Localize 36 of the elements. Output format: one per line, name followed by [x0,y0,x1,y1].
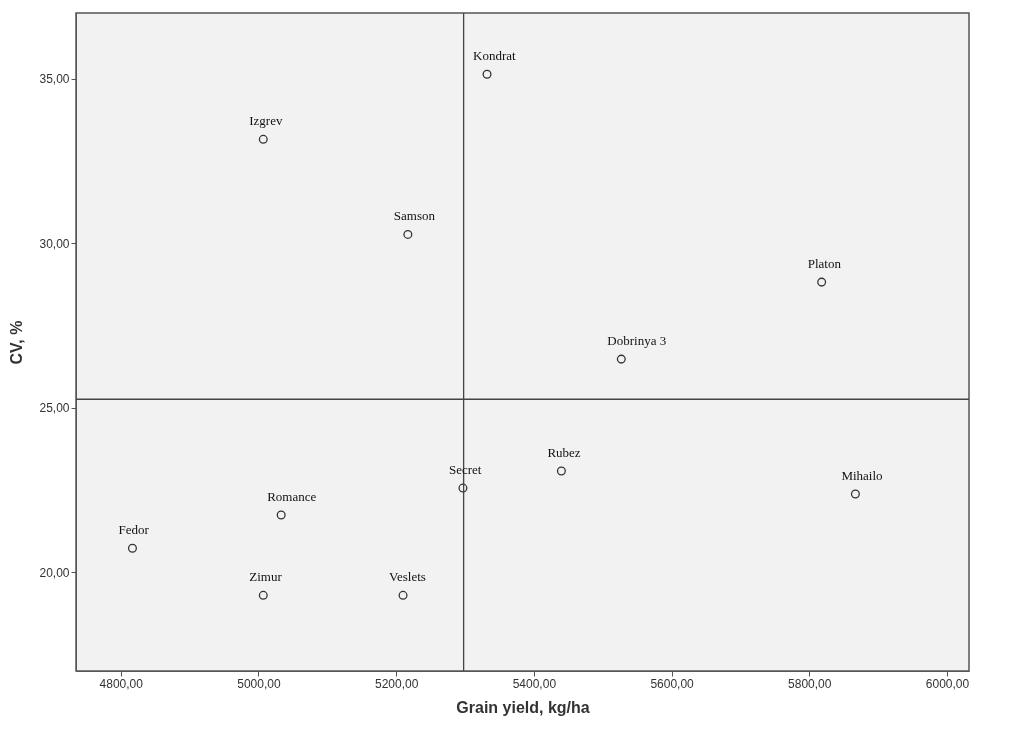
point [258,590,268,600]
point [817,277,827,287]
x-tick-label: 5800,00 [788,676,832,691]
x-tick-label: 5400,00 [512,676,557,691]
point [258,134,268,144]
annotation: Romance [267,489,317,505]
annotation: Izgrev [249,113,283,129]
point [398,590,408,600]
point [276,510,286,520]
annotation: Platon [807,256,842,272]
annotation: Samson [393,208,436,224]
y-tick-label: 25,00 [39,401,70,416]
y-axis-title: CV, % [8,320,26,365]
annotation: Fedor [118,522,150,538]
point [482,69,492,79]
y-tick-label: 20,00 [39,565,70,580]
annotation: Rubez [547,444,581,460]
annotation: Zimur [249,569,283,585]
annotation: Mihailo [841,468,883,483]
point [127,543,137,553]
point [850,489,860,499]
point [556,466,566,476]
x-tick-label: 5600,00 [650,676,695,691]
y-tick-label: 30,00 [39,236,70,251]
annotation: Kondrat [473,48,517,64]
point [403,229,413,239]
annotation: Dobrinya 3 [607,333,667,349]
y-tick-label: 35,00 [39,72,70,87]
x-axis-title: Grain yield, kg/ha [456,698,590,716]
annotation: Veslets [389,569,426,585]
x-tick-label: 4800,00 [99,676,144,691]
x-tick-label: 6000,00 [925,676,970,691]
x-tick-label: 5200,00 [374,676,419,691]
point [458,483,468,493]
x-tick-label: 5000,00 [237,676,281,691]
point [616,354,626,364]
